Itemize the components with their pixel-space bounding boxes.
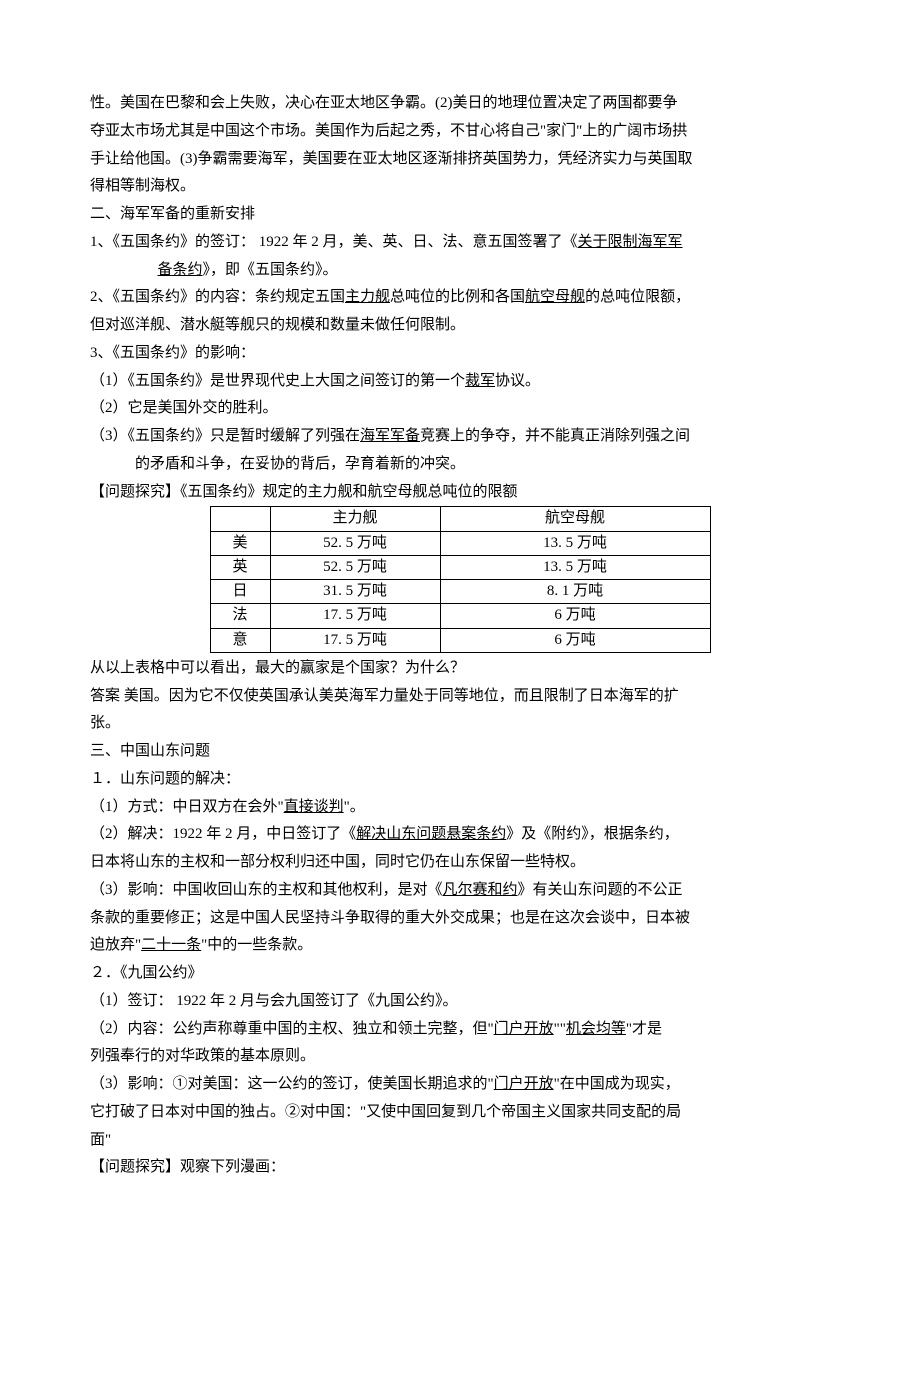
text: （2）解决：1922 年 2 月，中日签订了《 xyxy=(90,826,356,842)
table-cell: 13. 5 万吨 xyxy=(440,531,710,555)
sec3-1-3-line1: （3）影响：中国收回山东的主权和其他权利，是对《凡尔赛和约》有关山东问题的不公正 xyxy=(90,877,830,905)
sec3-inquiry-heading: 【问题探究】观察下列漫画： xyxy=(90,1154,830,1182)
intro-para-line4: 得相等制海权。 xyxy=(90,173,830,201)
table-row: 美 52. 5 万吨 13. 5 万吨 xyxy=(210,531,710,555)
section-2-heading: 二、海军军备的重新安排 xyxy=(90,201,830,229)
underline-treaty-name-1: 关于限制海军军 xyxy=(578,234,683,250)
intro-para-line2: 夺亚太市场尤其是中国这个市场。美国作为后起之秀，不甘心将自己"家门"上的广阔市场… xyxy=(90,118,830,146)
table-cell: 17. 5 万吨 xyxy=(270,604,440,628)
table-header-cell xyxy=(210,507,270,531)
sec2-answer-line1: 答案 美国。因为它不仅使英国承认美英海军力量处于同等地位，而且限制了日本海军的扩 xyxy=(90,683,830,711)
sec2-question: 从以上表格中可以看出，最大的赢家是个国家？为什么？ xyxy=(90,655,830,683)
underline-disarm: 裁军 xyxy=(465,373,495,389)
sec2-item2-line1: 2、《五国条约》的内容：条约规定五国主力舰总吨位的比例和各国航空母舰的总吨位限额… xyxy=(90,284,830,312)
text: 》及《附约》，根据条约， xyxy=(506,826,679,842)
text: 迫放弃" xyxy=(90,937,141,953)
table-cell: 英 xyxy=(210,555,270,579)
text: （3）影响：①对美国：这一公约的签订，使美国长期追求的" xyxy=(90,1076,494,1092)
sec2-item3-heading: 3、《五国条约》的影响： xyxy=(90,340,830,368)
table-cell: 52. 5 万吨 xyxy=(270,555,440,579)
sec2-item1-line2: 备条约》，即《五国条约》。 xyxy=(90,257,830,285)
sec2-answer-line2: 张。 xyxy=(90,710,830,738)
sec3-sub1: １．山东问题的解决： xyxy=(90,766,830,794)
underline-naval-arms: 海军军备 xyxy=(360,428,420,444)
table-cell: 52. 5 万吨 xyxy=(270,531,440,555)
text: "在中国成为现实， xyxy=(554,1076,680,1092)
underline-21-demands: 二十一条 xyxy=(141,937,201,953)
table-cell: 31. 5 万吨 xyxy=(270,580,440,604)
text: 的总吨位限额， xyxy=(585,289,690,305)
sec3-2-3-line3: 面" xyxy=(90,1127,830,1155)
sec3-2-2-line2: 列强奉行的对华政策的基本原则。 xyxy=(90,1043,830,1071)
table-cell: 17. 5 万吨 xyxy=(270,628,440,652)
sec2-inquiry-heading: 【问题探究】《五国条约》规定的主力舰和航空母舰总吨位的限额 xyxy=(90,479,830,507)
text: 2、《五国条约》的内容：条约规定五国 xyxy=(90,289,345,305)
text: "中的一些条款。 xyxy=(201,937,312,953)
intro-para-line1: 性。美国在巴黎和会上失败，决心在亚太地区争霸。(2)美日的地理位置决定了两国都要… xyxy=(90,90,830,118)
text: "才是 xyxy=(626,1021,662,1037)
underline-shandong-treaty: 解决山东问题悬案条约 xyxy=(356,826,506,842)
intro-para-line3: 手让给他国。(3)争霸需要海军，美国要在亚太地区逐渐排挤英国势力，凭经济实力与英… xyxy=(90,146,830,174)
underline-open-door-2: 门户开放 xyxy=(494,1076,554,1092)
table-row: 意 17. 5 万吨 6 万吨 xyxy=(210,628,710,652)
table-cell: 6 万吨 xyxy=(440,628,710,652)
sec2-item3-3-line1: （3）《五国条约》只是暂时缓解了列强在海军军备竞赛上的争夺，并不能真正消除列强之… xyxy=(90,423,830,451)
underline-versailles: 凡尔赛和约 xyxy=(443,882,518,898)
table-header-cell: 航空母舰 xyxy=(440,507,710,531)
table-cell: 8. 1 万吨 xyxy=(440,580,710,604)
text: "" xyxy=(554,1021,566,1037)
table-cell: 13. 5 万吨 xyxy=(440,555,710,579)
underline-carrier: 航空母舰 xyxy=(525,289,585,305)
table-cell: 法 xyxy=(210,604,270,628)
table-cell: 日 xyxy=(210,580,270,604)
sec2-item2-line2: 但对巡洋舰、潜水艇等舰只的规模和数量未做任何限制。 xyxy=(90,312,830,340)
underline-direct-talks: 直接谈判 xyxy=(284,799,344,815)
underline-equal-opportunity: 机会均等 xyxy=(566,1021,626,1037)
text: "。 xyxy=(344,799,365,815)
sec3-1-1: （1）方式：中日双方在会外"直接谈判"。 xyxy=(90,794,830,822)
table-header-row: 主力舰 航空母舰 xyxy=(210,507,710,531)
table-row: 英 52. 5 万吨 13. 5 万吨 xyxy=(210,555,710,579)
text: 》有关山东问题的不公正 xyxy=(518,882,683,898)
sec3-2-3-line1: （3）影响：①对美国：这一公约的签订，使美国长期追求的"门户开放"在中国成为现实… xyxy=(90,1071,830,1099)
sec2-item1-line1: 1、《五国条约》的签订： 1922 年 2 月，美、英、日、法、意五国签署了《关… xyxy=(90,229,830,257)
sec2-item3-1: （1）《五国条约》是世界现代史上大国之间签订的第一个裁军协议。 xyxy=(90,368,830,396)
sec3-1-3-line3: 迫放弃"二十一条"中的一些条款。 xyxy=(90,932,830,960)
table-row: 日 31. 5 万吨 8. 1 万吨 xyxy=(210,580,710,604)
text: （2）内容：公约声称尊重中国的主权、独立和领土完整，但" xyxy=(90,1021,494,1037)
tonnage-table: 主力舰 航空母舰 美 52. 5 万吨 13. 5 万吨 英 52. 5 万吨 … xyxy=(210,506,711,653)
text: 》，即《五国条约》。 xyxy=(203,262,338,278)
text: 总吨位的比例和各国 xyxy=(390,289,525,305)
underline-treaty-name-2: 备条约 xyxy=(158,262,203,278)
table-header-cell: 主力舰 xyxy=(270,507,440,531)
text: 1、《五国条约》的签订： 1922 年 2 月，美、英、日、法、意五国签署了《 xyxy=(90,234,578,250)
text: （1）《五国条约》是世界现代史上大国之间签订的第一个 xyxy=(90,373,465,389)
underline-capital-ship: 主力舰 xyxy=(345,289,390,305)
text: 竞赛上的争夺，并不能真正消除列强之间 xyxy=(420,428,690,444)
sec3-2-1: （1）签订： 1922 年 2 月与会九国签订了《九国公约》。 xyxy=(90,988,830,1016)
section-3-heading: 三、中国山东问题 xyxy=(90,738,830,766)
table-row: 法 17. 5 万吨 6 万吨 xyxy=(210,604,710,628)
text: （3）《五国条约》只是暂时缓解了列强在 xyxy=(90,428,360,444)
table-cell: 意 xyxy=(210,628,270,652)
sec3-2-2-line1: （2）内容：公约声称尊重中国的主权、独立和领土完整，但"门户开放""机会均等"才… xyxy=(90,1016,830,1044)
table-cell: 美 xyxy=(210,531,270,555)
text: 协议。 xyxy=(495,373,540,389)
underline-open-door-1: 门户开放 xyxy=(494,1021,554,1037)
sec2-item3-2: （2）它是美国外交的胜利。 xyxy=(90,395,830,423)
table-cell: 6 万吨 xyxy=(440,604,710,628)
text: （3）影响：中国收回山东的主权和其他权利，是对《 xyxy=(90,882,443,898)
sec3-1-2-line1: （2）解决：1922 年 2 月，中日签订了《解决山东问题悬案条约》及《附约》，… xyxy=(90,821,830,849)
sec3-1-3-line2: 条款的重要修正；这是中国人民坚持斗争取得的重大外交成果；也是在这次会谈中，日本被 xyxy=(90,905,830,933)
text: （1）方式：中日双方在会外" xyxy=(90,799,284,815)
sec3-sub2: ２．《九国公约》 xyxy=(90,960,830,988)
sec2-item3-3-line2: 的矛盾和斗争，在妥协的背后，孕育着新的冲突。 xyxy=(90,451,830,479)
sec3-1-2-line2: 日本将山东的主权和一部分权利归还中国，同时它仍在山东保留一些特权。 xyxy=(90,849,830,877)
sec3-2-3-line2: 它打破了日本对中国的独占。②对中国："又使中国回复到几个帝国主义国家共同支配的局 xyxy=(90,1099,830,1127)
